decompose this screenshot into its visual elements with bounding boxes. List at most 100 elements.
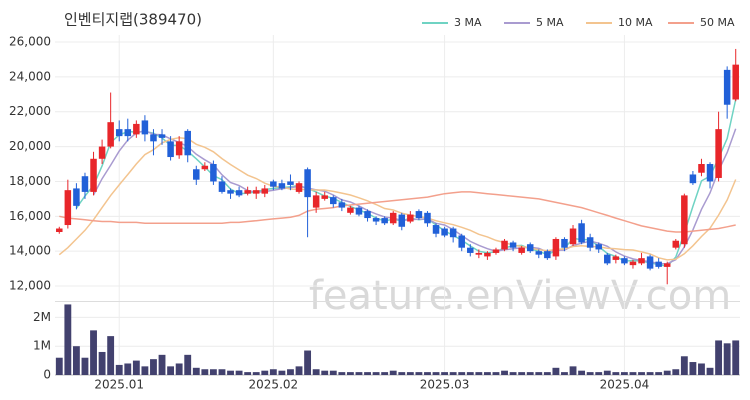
- volume-bar: [663, 370, 671, 375]
- candle-body: [261, 188, 269, 194]
- candle-body: [526, 244, 534, 252]
- volume-bar: [689, 362, 697, 375]
- volume-bar: [595, 372, 603, 375]
- volume-bar: [424, 372, 431, 375]
- volume-bar: [261, 370, 269, 375]
- candle-body: [681, 195, 688, 245]
- volume-bar: [115, 364, 123, 375]
- candle-body: [595, 244, 602, 250]
- candle-body: [398, 214, 406, 227]
- candle-body: [167, 141, 174, 158]
- volume-bar: [475, 372, 483, 375]
- volume-bar: [304, 350, 312, 375]
- volume-bar: [398, 372, 406, 375]
- candle-body: [638, 258, 645, 264]
- volume-bar: [107, 336, 115, 375]
- candle-body: [689, 174, 697, 184]
- candle-body: [518, 247, 525, 253]
- volume-bar: [449, 372, 457, 375]
- candle-body: [193, 169, 200, 180]
- volume-tick-label: 1M: [33, 339, 51, 353]
- volume-bar: [586, 372, 594, 375]
- candle-body: [629, 261, 637, 266]
- volume-bar: [415, 372, 423, 375]
- candle-body: [381, 218, 388, 224]
- volume-bar: [244, 372, 252, 375]
- volume-bar: [72, 346, 80, 375]
- volume-bar: [364, 372, 371, 375]
- candle-body: [415, 211, 423, 219]
- volume-bar: [492, 372, 500, 375]
- legend-label: 3 MA: [454, 16, 482, 29]
- volume-bar: [569, 366, 577, 375]
- volume-bar: [561, 372, 568, 375]
- candle-body: [175, 141, 183, 156]
- candle-body: [252, 190, 260, 194]
- volume-bar: [483, 372, 491, 375]
- candle-body: [612, 256, 620, 260]
- candle-body: [312, 195, 320, 208]
- volume-bar: [141, 366, 149, 375]
- candle-body: [338, 202, 346, 208]
- y-tick-label: 18,000: [9, 174, 51, 188]
- candle-body: [56, 228, 63, 233]
- candle-body: [578, 223, 585, 243]
- legend-label: 10 MA: [618, 16, 653, 29]
- volume-bar: [518, 372, 526, 375]
- candle-body: [235, 190, 243, 196]
- candle-body: [115, 129, 123, 137]
- volume-bar: [235, 370, 243, 375]
- volume-bar: [432, 372, 440, 375]
- y-tick-label: 14,000: [9, 244, 51, 258]
- volume-bar: [287, 369, 294, 375]
- candle-body: [98, 146, 106, 159]
- candle-body: [467, 247, 474, 253]
- volume-bar: [218, 369, 226, 375]
- volume-bar: [578, 370, 586, 375]
- candle-body: [278, 183, 286, 189]
- volume-bar: [680, 356, 688, 375]
- candle-body: [141, 120, 149, 135]
- candle-body: [698, 164, 705, 173]
- volume-bar: [646, 372, 654, 375]
- volume-bar: [201, 369, 209, 375]
- candle-body: [244, 190, 251, 194]
- candle-body: [287, 181, 294, 185]
- ma-line: [58, 136, 737, 261]
- candle-body: [210, 164, 217, 182]
- volume-tick-label: 2M: [33, 310, 51, 324]
- volume-bar: [55, 357, 63, 375]
- candle-body: [424, 212, 431, 224]
- y-tick-label: 20,000: [9, 139, 51, 153]
- candle-body: [389, 212, 397, 224]
- candle-body: [672, 240, 680, 248]
- legend-label: 50 MA: [700, 16, 735, 29]
- candle-body: [81, 176, 89, 192]
- volume-bar: [638, 372, 645, 375]
- y-tick-label: 24,000: [9, 69, 51, 83]
- volume-bar: [381, 372, 389, 375]
- candle-body: [184, 130, 191, 156]
- candle-body: [723, 69, 731, 105]
- volume-bar: [346, 372, 354, 375]
- candle-body: [621, 258, 628, 264]
- candle-body: [218, 181, 226, 192]
- volume-bar: [278, 370, 286, 375]
- volume-bar: [124, 363, 132, 375]
- volume-bar: [132, 360, 140, 375]
- volume-bar: [706, 367, 714, 375]
- volume-bar: [603, 370, 611, 375]
- candle-body: [270, 181, 277, 187]
- volume-bar: [458, 372, 466, 375]
- candle-body: [492, 249, 500, 253]
- candle-body: [90, 158, 97, 192]
- volume-bar: [389, 370, 397, 375]
- candle-body: [604, 254, 611, 264]
- volume-bar: [723, 343, 731, 375]
- volume-bar: [441, 372, 449, 375]
- volume-bar: [612, 372, 620, 375]
- y-tick-label: 16,000: [9, 209, 51, 223]
- candle-body: [321, 195, 328, 199]
- volume-bar: [655, 372, 663, 375]
